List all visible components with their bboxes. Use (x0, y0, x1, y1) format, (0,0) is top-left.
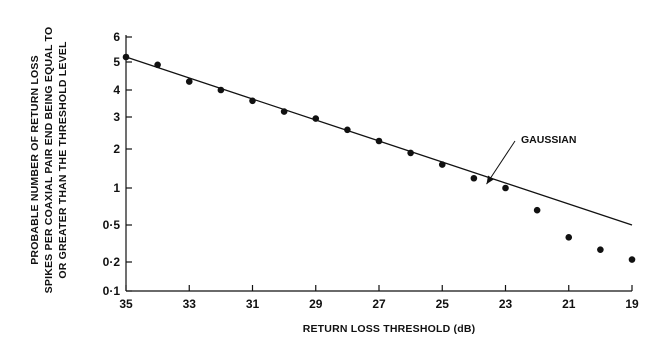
x-tick-label: 23 (499, 297, 513, 311)
y-tick-label: 5 (113, 55, 120, 69)
data-point (597, 246, 604, 253)
x-tick-label: 33 (183, 297, 197, 311)
y-axis-title-line: SPIKES PER COAXIAL PAIR END BEING EQUAL … (43, 27, 55, 294)
y-tick-label: 0·5 (103, 218, 121, 232)
gaussian-arrow-head (486, 175, 494, 185)
y-tick-label: 2 (113, 142, 120, 156)
y-tick-label: 0·2 (103, 255, 121, 269)
data-point (470, 174, 478, 182)
data-point (217, 86, 225, 94)
x-ticks: 35 33 31 29 27 25 23 21 19 (119, 285, 639, 311)
data-point (249, 97, 256, 105)
data-point (628, 256, 636, 263)
y-axis-title: PROBABLE NUMBER OF RETURN LOSS SPIKES PER… (29, 27, 69, 294)
x-tick-label: 35 (119, 297, 133, 311)
data-point (280, 108, 288, 115)
y-tick-label: 1 (113, 181, 120, 195)
data-point (312, 115, 320, 122)
y-axis-title-line: OR GREATER THAN THE THRESHOLD LEVEL (57, 41, 69, 279)
y-tick-label: 4 (113, 83, 120, 97)
data-point (344, 126, 351, 134)
data-point (185, 78, 193, 85)
data-point (407, 149, 414, 157)
data-point (565, 234, 573, 241)
x-tick-label: 27 (372, 297, 386, 311)
x-axis-title: RETURN LOSS THRESHOLD (dB) (303, 323, 476, 335)
x-tick-label: 29 (309, 297, 323, 311)
data-point (122, 53, 130, 61)
data-point (438, 161, 446, 168)
gaussian-annotation: GAUSSIAN (486, 134, 576, 185)
y-tick-label: 6 (113, 30, 120, 44)
data-point (502, 184, 509, 192)
y-ticks: 0·1 0·2 0·5 1 2 3 4 5 6 (103, 30, 132, 298)
gaussian-label: GAUSSIAN (521, 134, 576, 146)
y-tick-label: 0·1 (103, 284, 121, 298)
y-axis-title-line: PROBABLE NUMBER OF RETURN LOSS (29, 55, 41, 265)
y-tick-label: 3 (113, 110, 120, 124)
x-tick-label: 25 (436, 297, 450, 311)
data-point (533, 206, 541, 214)
data-point (375, 137, 383, 145)
gaussian-arrow (486, 140, 516, 185)
x-tick-label: 19 (625, 297, 639, 311)
x-tick-label: 21 (562, 297, 576, 311)
data-point (154, 61, 161, 69)
data-points (122, 53, 636, 263)
x-tick-label: 31 (246, 297, 260, 311)
